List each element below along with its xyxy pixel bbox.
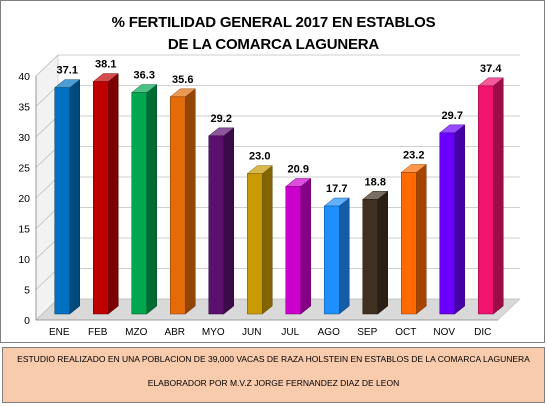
y-tick-label: 10	[18, 254, 30, 266]
data-label: 17.7	[326, 183, 347, 195]
x-tick-label: DIC	[474, 327, 491, 338]
gridline-side	[35, 268, 59, 290]
bar-side-myo	[223, 127, 234, 315]
x-tick-label: NOV	[433, 327, 455, 338]
gridline-side	[35, 207, 59, 229]
bar-ene	[54, 87, 70, 315]
bar-side-abr	[185, 88, 196, 315]
bar-jul	[285, 186, 301, 315]
y-tick-label: 5	[24, 285, 30, 297]
gridline-side	[35, 85, 59, 107]
chart-title: % FERTILIDAD GENERAL 2017 EN ESTABLOS	[111, 14, 436, 31]
y-tick-label: 40	[18, 71, 30, 83]
bar-side-jun	[262, 165, 273, 315]
y-tick-label: 35	[18, 102, 30, 114]
bar-side-mzo	[146, 84, 157, 315]
bar-side-nov	[454, 124, 465, 315]
x-tick-label: AGO	[318, 327, 340, 338]
y-tick-label: 20	[18, 193, 30, 205]
data-label: 23.2	[403, 149, 424, 161]
bar-oct	[401, 172, 417, 315]
bar-sep	[362, 199, 378, 315]
bar-side-ene	[69, 79, 80, 315]
footer-author-note: ELABORADOR POR M.V.Z JORGE FERNANDEZ DIA…	[147, 378, 400, 388]
data-label: 20.9	[288, 164, 309, 176]
gridline-side	[35, 54, 59, 77]
data-label: 29.2	[211, 113, 232, 125]
y-tick-label: 30	[18, 132, 30, 144]
bar-side-oct	[416, 163, 427, 315]
bar-side-sep	[377, 190, 388, 315]
bar-chart: 0 5 10 15 20 25 30 35 40 37.1 ENE 38.1 FEB 36.3 MZO 35.…	[18, 54, 521, 338]
bar-jun	[247, 173, 263, 315]
bar-abr	[170, 96, 186, 315]
bar-dic	[478, 85, 494, 315]
x-tick-label: OCT	[395, 327, 416, 338]
bar-feb	[93, 81, 109, 315]
data-label: 37.1	[57, 65, 78, 77]
gridline-side	[35, 298, 59, 321]
chart-subtitle: DE LA COMARCA LAGUNERA	[167, 36, 380, 53]
bar-side-jul	[300, 177, 311, 315]
y-tick-label: 0	[24, 315, 30, 327]
footer-study-note: ESTUDIO REALIZADO EN UNA POBLACION DE 39…	[17, 354, 530, 364]
data-label: 35.6	[172, 74, 193, 86]
x-tick-label: FEB	[88, 327, 108, 338]
data-label: 36.3	[134, 70, 155, 82]
y-tick-label: 15	[18, 224, 30, 236]
data-label: 29.7	[442, 110, 463, 122]
data-label: 23.0	[249, 151, 270, 163]
bar-side-ago	[339, 197, 350, 315]
gridline-side	[35, 237, 59, 260]
bar-nov	[439, 132, 455, 315]
x-tick-label: JUN	[242, 327, 261, 338]
y-tick-label: 25	[18, 163, 30, 175]
gridline-side	[35, 176, 59, 199]
chart-frame: % FERTILIDAD GENERAL 2017 EN ESTABLOS DE…	[0, 0, 545, 343]
x-tick-label: ENE	[49, 327, 70, 338]
gridline-side	[35, 115, 59, 138]
bar-side-dic	[493, 77, 504, 315]
data-label: 37.4	[480, 63, 502, 75]
x-tick-label: SEP	[357, 327, 377, 338]
x-tick-label: MZO	[125, 327, 147, 338]
x-tick-label: JUL	[281, 327, 299, 338]
x-tick-label: ABR	[164, 327, 185, 338]
data-label: 38.1	[95, 59, 116, 71]
gridline-side	[35, 146, 59, 168]
bar-side-feb	[108, 73, 119, 315]
footer-note: ESTUDIO REALIZADO EN UNA POBLACION DE 39…	[2, 347, 545, 403]
bar-myo	[208, 135, 224, 315]
data-label: 18.8	[365, 176, 386, 188]
bar-ago	[324, 205, 340, 315]
bar-mzo	[131, 92, 147, 315]
x-tick-label: MYO	[202, 327, 225, 338]
